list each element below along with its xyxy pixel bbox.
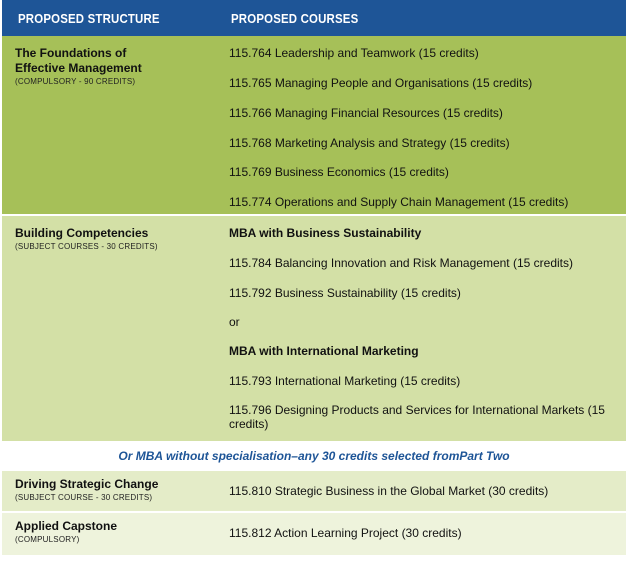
section-foundations: The Foundations of Effective Management … <box>2 36 626 214</box>
section-subtitle: (COMPULSORY - 90 CREDITS) <box>15 77 136 86</box>
specialisation-heading: MBA with Business Sustainability <box>229 226 422 240</box>
course-item: 115.784 Balancing Innovation and Risk Ma… <box>229 256 573 270</box>
course-item: 115.774 Operations and Supply Chain Mana… <box>229 195 569 209</box>
course-item: 115.796 Designing Products and Services … <box>229 403 605 431</box>
course-item: 115.810 Strategic Business in the Global… <box>229 484 549 498</box>
course-item: 115.812 Action Learning Project (30 cred… <box>229 526 462 540</box>
specialisation-heading: MBA with International Marketing <box>229 344 419 358</box>
alternative-note-row: Or MBA without specialisation–any 30 cre… <box>2 441 626 471</box>
course-item: 115.764 Leadership and Teamwork (15 cred… <box>229 46 479 60</box>
course-item: 115.766 Managing Financial Resources (15… <box>229 106 503 120</box>
header-courses: PROPOSED COURSES <box>231 11 359 26</box>
course-item: 115.769 Business Economics (15 credits) <box>229 165 449 179</box>
course-item: 115.768 Marketing Analysis and Strategy … <box>229 136 510 150</box>
section-title: Applied Capstone <box>15 519 118 533</box>
or-separator: or <box>229 315 240 329</box>
course-structure-table: PROPOSED STRUCTURE PROPOSED COURSES The … <box>2 0 626 555</box>
section-subtitle: (SUBJECT COURSE - 30 CREDITS) <box>15 493 153 502</box>
alternative-note: Or MBA without specialisation–any 30 cre… <box>118 449 510 463</box>
section-driving-strategic-change: Driving Strategic Change (SUBJECT COURSE… <box>2 471 626 511</box>
section-subtitle: (SUBJECT COURSES - 30 CREDITS) <box>15 242 158 251</box>
section-title-line: The Foundations of <box>15 46 127 60</box>
section-building-competencies: Building Competencies (SUBJECT COURSES -… <box>2 214 626 441</box>
course-item: 115.793 International Marketing (15 cred… <box>229 374 461 388</box>
section-title: The Foundations of Effective Management <box>15 46 215 76</box>
course-item: 115.765 Managing People and Organisation… <box>229 76 533 90</box>
course-item: 115.792 Business Sustainability (15 cred… <box>229 286 461 300</box>
header-structure: PROPOSED STRUCTURE <box>18 11 160 26</box>
section-title: Driving Strategic Change <box>15 477 159 491</box>
section-applied-capstone: Applied Capstone (COMPULSORY) 115.812 Ac… <box>2 511 626 555</box>
table-header: PROPOSED STRUCTURE PROPOSED COURSES <box>2 0 626 36</box>
section-title: Building Competencies <box>15 226 149 240</box>
section-title-line: Effective Management <box>15 61 142 75</box>
section-subtitle: (COMPULSORY) <box>15 535 80 544</box>
